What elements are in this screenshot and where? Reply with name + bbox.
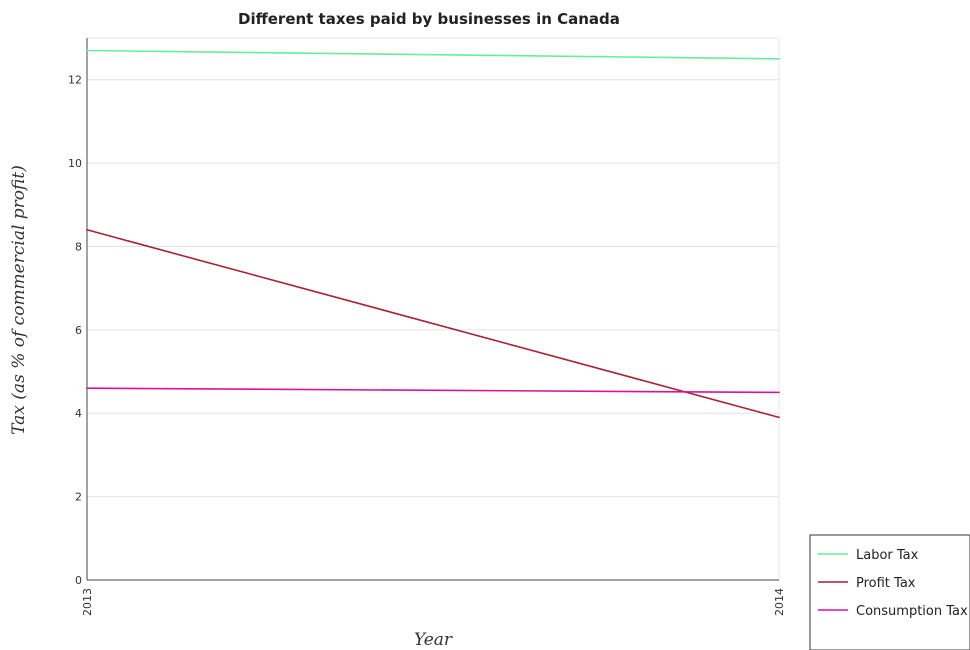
y-axis-label: Tax (as % of commercial profit) [9,165,29,435]
series-lines [86,49,780,419]
data-point-labor-tax [86,49,88,52]
legend-label-consumption-tax: Consumption Tax [856,604,968,619]
y-tick-label: 12 [68,74,82,87]
legend-label-profit-tax: Profit Tax [856,576,916,591]
y-tick-label: 4 [75,407,82,420]
y-tick-label: 6 [75,324,82,337]
y-tick-label: 8 [75,240,82,253]
legend: Labor Tax Profit Tax Consumption Tax [809,534,970,650]
y-tick-labels: 0 2 4 6 8 10 12 [68,74,82,587]
data-point-consumption-tax [86,387,88,390]
grid-lines [86,37,780,581]
x-axis-label: Year [414,630,453,650]
x-tick-labels: 2013 2014 [81,588,786,616]
x-tick-label: 2014 [773,588,786,616]
y-tick-label: 0 [75,574,82,587]
data-point-profit-tax [778,416,780,419]
data-point-consumption-tax [778,391,780,394]
y-tick-label: 2 [75,491,82,504]
series-line-labor-tax [86,49,780,60]
axes [86,38,779,581]
legend-label-labor-tax: Labor Tax [856,548,919,563]
chart-title: Different taxes paid by businesses in Ca… [238,10,620,28]
data-point-labor-tax [778,57,780,60]
series-line-profit-tax [86,229,780,419]
data-point-profit-tax [86,228,88,231]
series-line-consumption-tax [86,387,780,394]
y-tick-label: 10 [68,157,82,170]
x-tick-label: 2013 [81,588,94,616]
